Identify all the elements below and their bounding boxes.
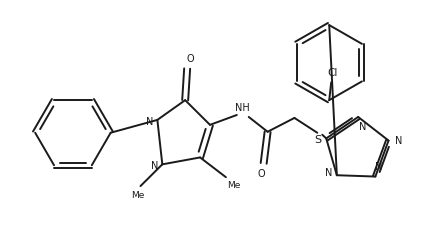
Text: Me: Me [227, 181, 241, 190]
Text: N: N [395, 135, 402, 146]
Text: O: O [258, 169, 265, 179]
Text: N: N [375, 162, 382, 172]
Text: Cl: Cl [327, 68, 337, 77]
Text: NH: NH [235, 103, 250, 113]
Text: S: S [315, 135, 322, 145]
Text: N: N [360, 122, 367, 132]
Text: N: N [151, 161, 158, 171]
Text: Me: Me [131, 191, 144, 200]
Text: N: N [146, 117, 153, 127]
Text: N: N [325, 168, 333, 178]
Text: O: O [187, 54, 194, 64]
